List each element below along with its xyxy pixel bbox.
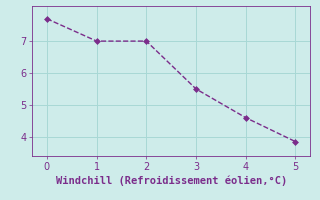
X-axis label: Windchill (Refroidissement éolien,°C): Windchill (Refroidissement éolien,°C) [56,176,287,186]
